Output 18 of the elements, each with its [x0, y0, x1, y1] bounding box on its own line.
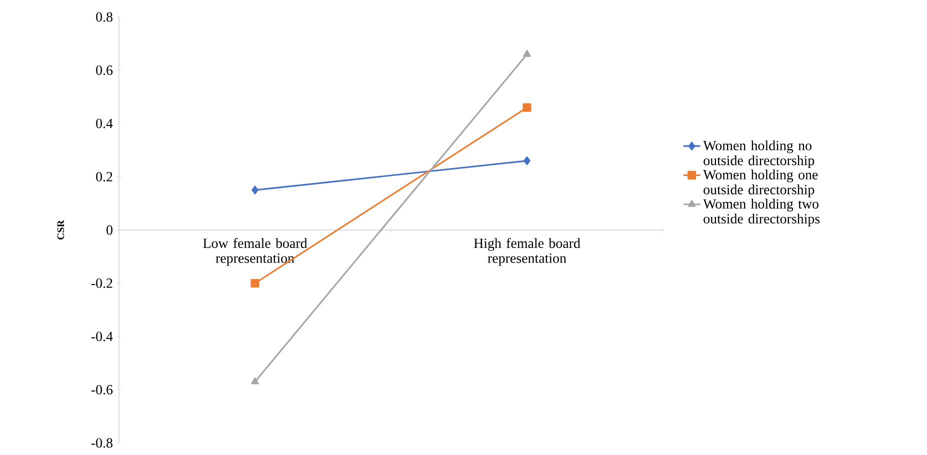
x-tick-label: High female board representation [474, 238, 580, 266]
point [252, 186, 258, 194]
y-tick-label: 0.2 [96, 172, 112, 182]
y-tick-label: 0.8 [96, 12, 112, 22]
y-tick-label: 0 [106, 225, 112, 235]
y-tick-label: 0.6 [96, 66, 113, 75]
legend-label: Women holding no outside directorship [703, 140, 814, 168]
y-tick-label: -0.8 [91, 438, 112, 448]
y-tick-label: -0.6 [91, 385, 113, 394]
point [524, 156, 530, 166]
y-tick-label: -0.2 [91, 278, 112, 288]
point [250, 278, 260, 288]
point [522, 103, 532, 112]
legend-label: Women holding two outside directorships [703, 198, 820, 226]
y-axis-title: CSR [57, 220, 64, 240]
y-tick-label: 0.4 [96, 118, 113, 128]
legend-label: Women holding one outside directorship [703, 170, 818, 198]
y-tick-label: -0.4 [91, 332, 113, 342]
